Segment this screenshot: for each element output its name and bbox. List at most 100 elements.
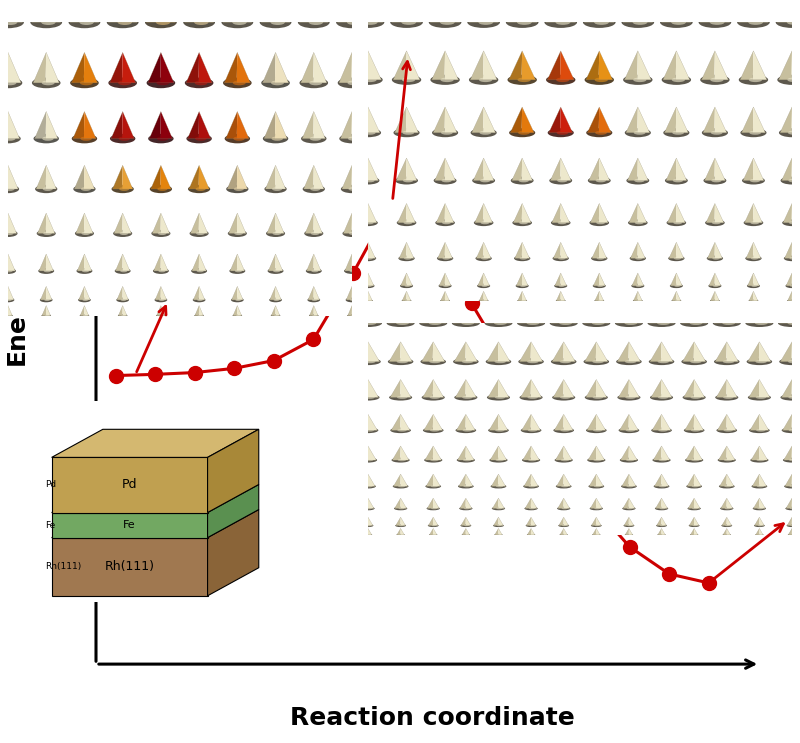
Polygon shape [84,305,89,316]
Ellipse shape [496,485,503,487]
Polygon shape [624,517,629,525]
Ellipse shape [592,360,604,363]
Ellipse shape [787,77,800,82]
Ellipse shape [342,230,362,237]
Polygon shape [78,286,85,300]
Polygon shape [478,273,484,286]
Ellipse shape [312,315,317,317]
Polygon shape [754,517,759,525]
Ellipse shape [429,360,441,363]
Ellipse shape [750,458,769,463]
Polygon shape [489,415,498,430]
Polygon shape [38,213,46,233]
Ellipse shape [561,429,570,432]
Ellipse shape [790,300,795,302]
Ellipse shape [782,427,800,433]
Text: Pd: Pd [122,478,138,491]
Ellipse shape [362,284,374,288]
Polygon shape [746,242,754,259]
Ellipse shape [120,270,127,272]
Polygon shape [367,302,381,323]
Polygon shape [421,302,434,323]
Polygon shape [522,107,534,133]
Ellipse shape [560,396,570,399]
Polygon shape [585,0,599,22]
Polygon shape [705,158,715,181]
Polygon shape [476,242,484,259]
Ellipse shape [354,319,382,327]
Ellipse shape [674,285,680,287]
Polygon shape [530,342,542,362]
Ellipse shape [526,524,537,527]
Polygon shape [8,305,12,316]
Polygon shape [650,342,662,362]
Ellipse shape [552,395,575,400]
Polygon shape [351,0,366,22]
Ellipse shape [37,230,56,237]
Polygon shape [738,0,754,22]
Ellipse shape [158,232,166,235]
Polygon shape [352,286,358,300]
Polygon shape [759,498,766,508]
Polygon shape [522,242,530,259]
Ellipse shape [274,299,279,301]
Polygon shape [114,213,122,233]
Ellipse shape [270,19,285,25]
Polygon shape [669,242,676,259]
Polygon shape [791,342,800,362]
Ellipse shape [786,524,798,527]
Ellipse shape [690,533,698,536]
Polygon shape [185,0,199,22]
Ellipse shape [44,270,51,272]
Polygon shape [78,254,85,271]
Ellipse shape [788,179,798,182]
Polygon shape [406,0,422,22]
Polygon shape [563,380,574,398]
Ellipse shape [118,80,131,85]
Polygon shape [676,291,681,301]
Ellipse shape [781,395,800,400]
Polygon shape [455,380,466,398]
Ellipse shape [744,219,763,226]
Ellipse shape [700,75,730,85]
Polygon shape [560,107,573,133]
Ellipse shape [626,177,650,184]
Ellipse shape [423,427,443,433]
Polygon shape [367,158,378,181]
Polygon shape [522,204,531,223]
Polygon shape [625,528,629,535]
Polygon shape [523,446,531,460]
Ellipse shape [347,19,362,25]
Ellipse shape [545,16,577,28]
Ellipse shape [651,427,672,433]
Polygon shape [560,242,568,259]
Ellipse shape [260,16,291,28]
Ellipse shape [462,396,473,399]
Ellipse shape [742,177,765,184]
Polygon shape [792,528,796,535]
Polygon shape [555,446,564,460]
Polygon shape [230,254,238,271]
Ellipse shape [363,322,376,325]
Ellipse shape [72,134,97,143]
Polygon shape [198,165,210,189]
Polygon shape [714,204,724,223]
Ellipse shape [737,16,770,28]
Polygon shape [400,498,406,508]
Polygon shape [753,51,767,80]
Polygon shape [638,158,648,181]
Ellipse shape [355,358,381,365]
Polygon shape [406,51,420,80]
Polygon shape [186,52,199,83]
Polygon shape [356,342,368,362]
Ellipse shape [396,322,409,325]
Polygon shape [599,291,604,301]
Polygon shape [688,498,694,508]
Ellipse shape [749,299,758,302]
Polygon shape [84,0,99,22]
Polygon shape [596,415,606,430]
Polygon shape [71,52,85,83]
Ellipse shape [398,256,414,262]
Ellipse shape [79,19,94,25]
Ellipse shape [789,429,798,432]
